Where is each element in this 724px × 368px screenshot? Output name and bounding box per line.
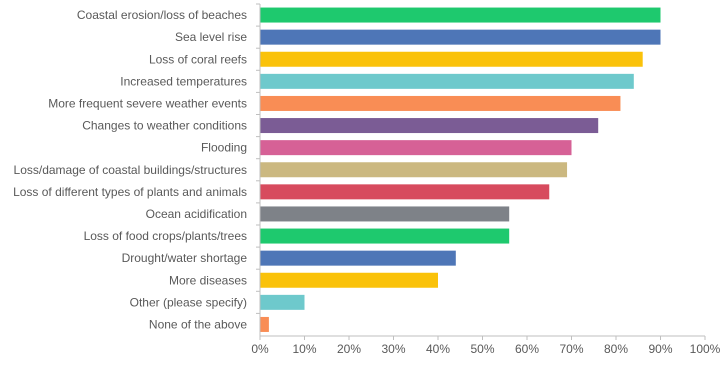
category-label-loss-of-different-types-of-plants-and-animals: Loss of different types of plants and an… (13, 185, 247, 199)
bar-flooding (260, 140, 572, 156)
category-label-none-of-the-above: None of the above (149, 317, 247, 331)
bar-ocean-acidification (260, 206, 510, 222)
bar-none-of-the-above (260, 316, 269, 332)
x-tick-label: 70% (559, 342, 583, 356)
category-label-loss-of-food-crops-plants-trees: Loss of food crops/plants/trees (84, 229, 247, 243)
category-label-sea-level-rise: Sea level rise (175, 30, 247, 44)
x-tick-label: 0% (251, 342, 269, 356)
x-tick-label: 100% (690, 342, 721, 356)
category-label-increased-temperatures: Increased temperatures (120, 74, 247, 88)
bar-increased-temperatures (260, 73, 634, 89)
bar-coastal-erosion-loss-of-beaches (260, 7, 661, 23)
bar-sea-level-rise (260, 29, 661, 45)
category-label-more-frequent-severe-weather-events: More frequent severe weather events (48, 96, 247, 110)
x-tick-label: 80% (604, 342, 628, 356)
bar-changes-to-weather-conditions (260, 118, 599, 134)
category-label-drought-water-shortage: Drought/water shortage (122, 251, 248, 265)
bar-other-please-specify (260, 294, 305, 310)
bar-more-frequent-severe-weather-events (260, 95, 621, 111)
category-label-loss-damage-of-coastal-buildings-structures: Loss/damage of coastal buildings/structu… (14, 163, 247, 177)
bar-loss-of-different-types-of-plants-and-animals (260, 184, 550, 200)
bars-layer (260, 7, 661, 332)
x-tick-label: 30% (381, 342, 405, 356)
category-labels: Coastal erosion/loss of beaches Sea level… (13, 8, 247, 331)
category-label-ocean-acidification: Ocean acidification (146, 207, 247, 221)
x-tick-label: 90% (648, 342, 672, 356)
bar-loss-of-coral-reefs (260, 51, 643, 67)
x-axis: 0% 10% 20% 30% 40% 50% 60% 70% 80% 90% 100% (251, 3, 721, 356)
bar-loss-damage-of-coastal-buildings-structures (260, 162, 568, 178)
x-tick-label: 20% (337, 342, 361, 356)
bar-more-diseases (260, 272, 438, 288)
category-label-other-please-specify: Other (please specify) (130, 295, 247, 309)
bar-drought-water-shortage (260, 250, 456, 266)
category-label-more-diseases: More diseases (169, 273, 247, 287)
x-tick-label: 10% (292, 342, 316, 356)
category-label-coastal-erosion-loss-of-beaches: Coastal erosion/loss of beaches (77, 8, 247, 22)
x-tick-label: 60% (515, 342, 539, 356)
x-tick-label: 50% (470, 342, 494, 356)
bar-loss-of-food-crops-plants-trees (260, 228, 510, 244)
category-label-loss-of-coral-reefs: Loss of coral reefs (149, 52, 247, 66)
category-label-flooding: Flooding (201, 141, 247, 155)
category-label-changes-to-weather-conditions: Changes to weather conditions (82, 119, 247, 133)
x-tick-label: 40% (426, 342, 450, 356)
